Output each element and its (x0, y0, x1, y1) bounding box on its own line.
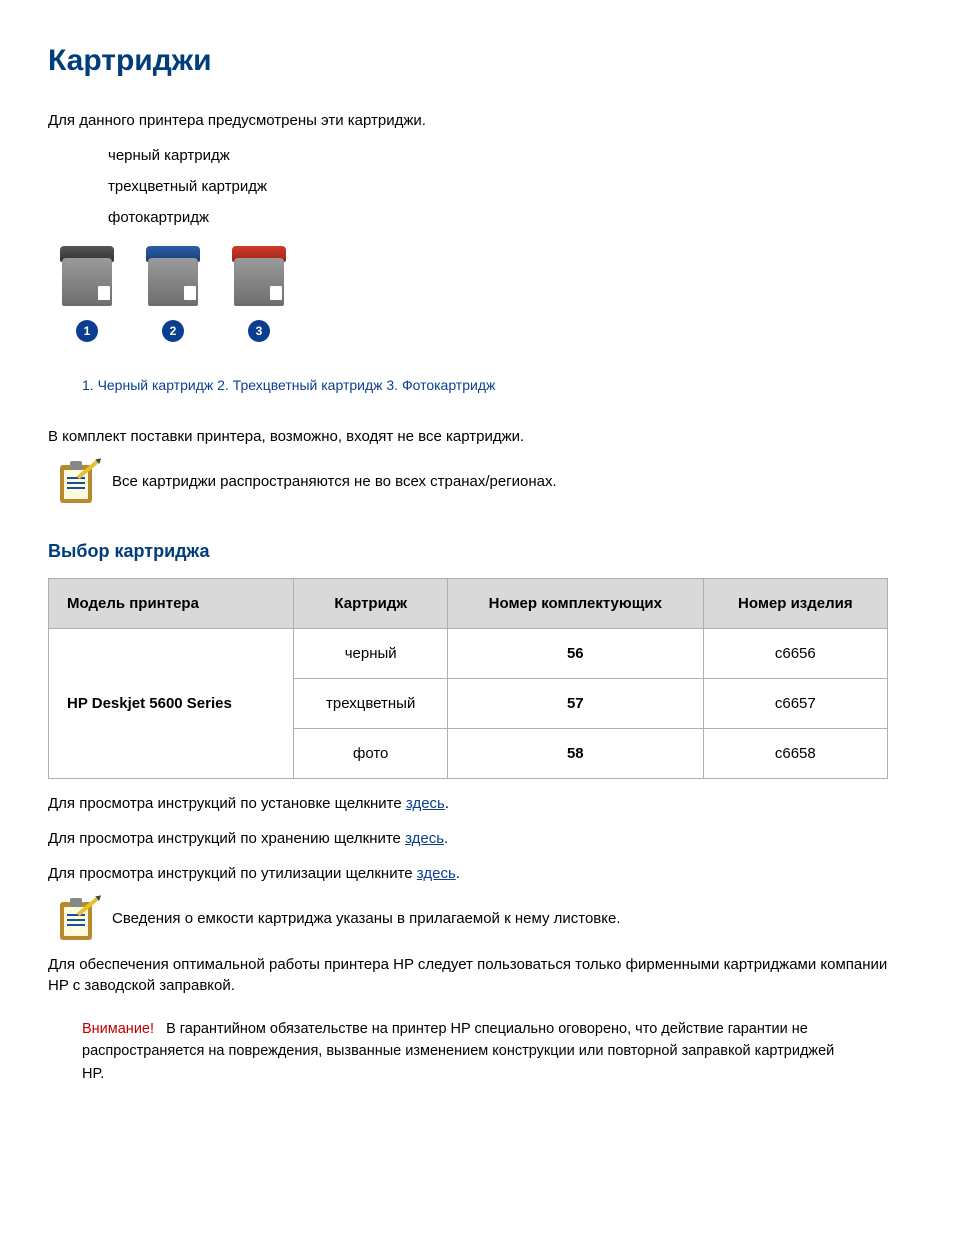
note-text: Сведения о емкости картриджа указаны в п… (112, 908, 621, 929)
cartridge-type-list: черный картридж трехцветный картридж фот… (108, 145, 906, 228)
table-cell-model: HP Deskjet 5600 Series (49, 628, 294, 778)
table-header: Картридж (294, 578, 448, 628)
link-prefix: Для просмотра инструкций по установке ще… (48, 795, 406, 812)
install-link[interactable]: здесь (406, 795, 445, 812)
note-icon (58, 898, 94, 940)
cartridge-black-icon (58, 246, 116, 306)
cartridge-table: Модель принтера Картридж Номер комплекту… (48, 578, 888, 779)
note-block: Сведения о емкости картриджа указаны в п… (48, 898, 906, 940)
recycle-link[interactable]: здесь (417, 865, 456, 882)
warning-label: Внимание! (82, 1021, 154, 1037)
number-badge: 3 (248, 320, 270, 342)
link-prefix: Для просмотра инструкций по хранению щел… (48, 830, 405, 847)
number-badge: 1 (76, 320, 98, 342)
table-header: Модель принтера (49, 578, 294, 628)
list-item: фотокартридж (108, 207, 906, 228)
table-cell: черный (294, 628, 448, 678)
table-header: Номер изделия (703, 578, 887, 628)
cartridge-item: 1 (58, 246, 116, 342)
after-caption-text: В комплект поставки принтера, возможно, … (48, 426, 906, 447)
cartridge-item: 3 (230, 246, 288, 342)
note-icon (58, 461, 94, 503)
warning-block: Внимание! В гарантийном обязательстве на… (82, 1018, 842, 1085)
number-badge: 2 (162, 320, 184, 342)
note-text: Все картриджи распространяются не во все… (112, 471, 557, 492)
cartridge-images-row: 1 2 3 (58, 246, 906, 342)
table-header: Номер комплектующих (447, 578, 703, 628)
period: . (456, 865, 460, 882)
warning-text: В гарантийном обязательстве на принтер H… (82, 1021, 834, 1082)
table-cell: c6657 (703, 678, 887, 728)
table-cell: трехцветный (294, 678, 448, 728)
store-link-line: Для просмотра инструкций по хранению щел… (48, 828, 906, 849)
store-link[interactable]: здесь (405, 830, 444, 847)
table-cell: 56 (447, 628, 703, 678)
cartridge-tricolor-icon (144, 246, 202, 306)
table-row: HP Deskjet 5600 Series черный 56 c6656 (49, 628, 888, 678)
list-item: трехцветный картридж (108, 176, 906, 197)
table-cell: c6658 (703, 728, 887, 778)
figure-caption: 1. Черный картридж 2. Трехцветный картри… (82, 376, 906, 396)
table-cell: 58 (447, 728, 703, 778)
period: . (444, 830, 448, 847)
install-link-line: Для просмотра инструкций по установке ще… (48, 793, 906, 814)
intro-text: Для данного принтера предусмотрены эти к… (48, 110, 906, 131)
recycle-link-line: Для просмотра инструкций по утилизации щ… (48, 863, 906, 884)
cartridge-photo-icon (230, 246, 288, 306)
table-cell: фото (294, 728, 448, 778)
link-prefix: Для просмотра инструкций по утилизации щ… (48, 865, 417, 882)
note-block: Все картриджи распространяются не во все… (48, 461, 906, 503)
optimal-text: Для обеспечения оптимальной работы принт… (48, 954, 906, 996)
section-heading: Выбор картриджа (48, 539, 906, 564)
table-cell: 57 (447, 678, 703, 728)
cartridge-item: 2 (144, 246, 202, 342)
list-item: черный картридж (108, 145, 906, 166)
table-cell: c6656 (703, 628, 887, 678)
period: . (445, 795, 449, 812)
page-title: Картриджи (48, 40, 906, 82)
